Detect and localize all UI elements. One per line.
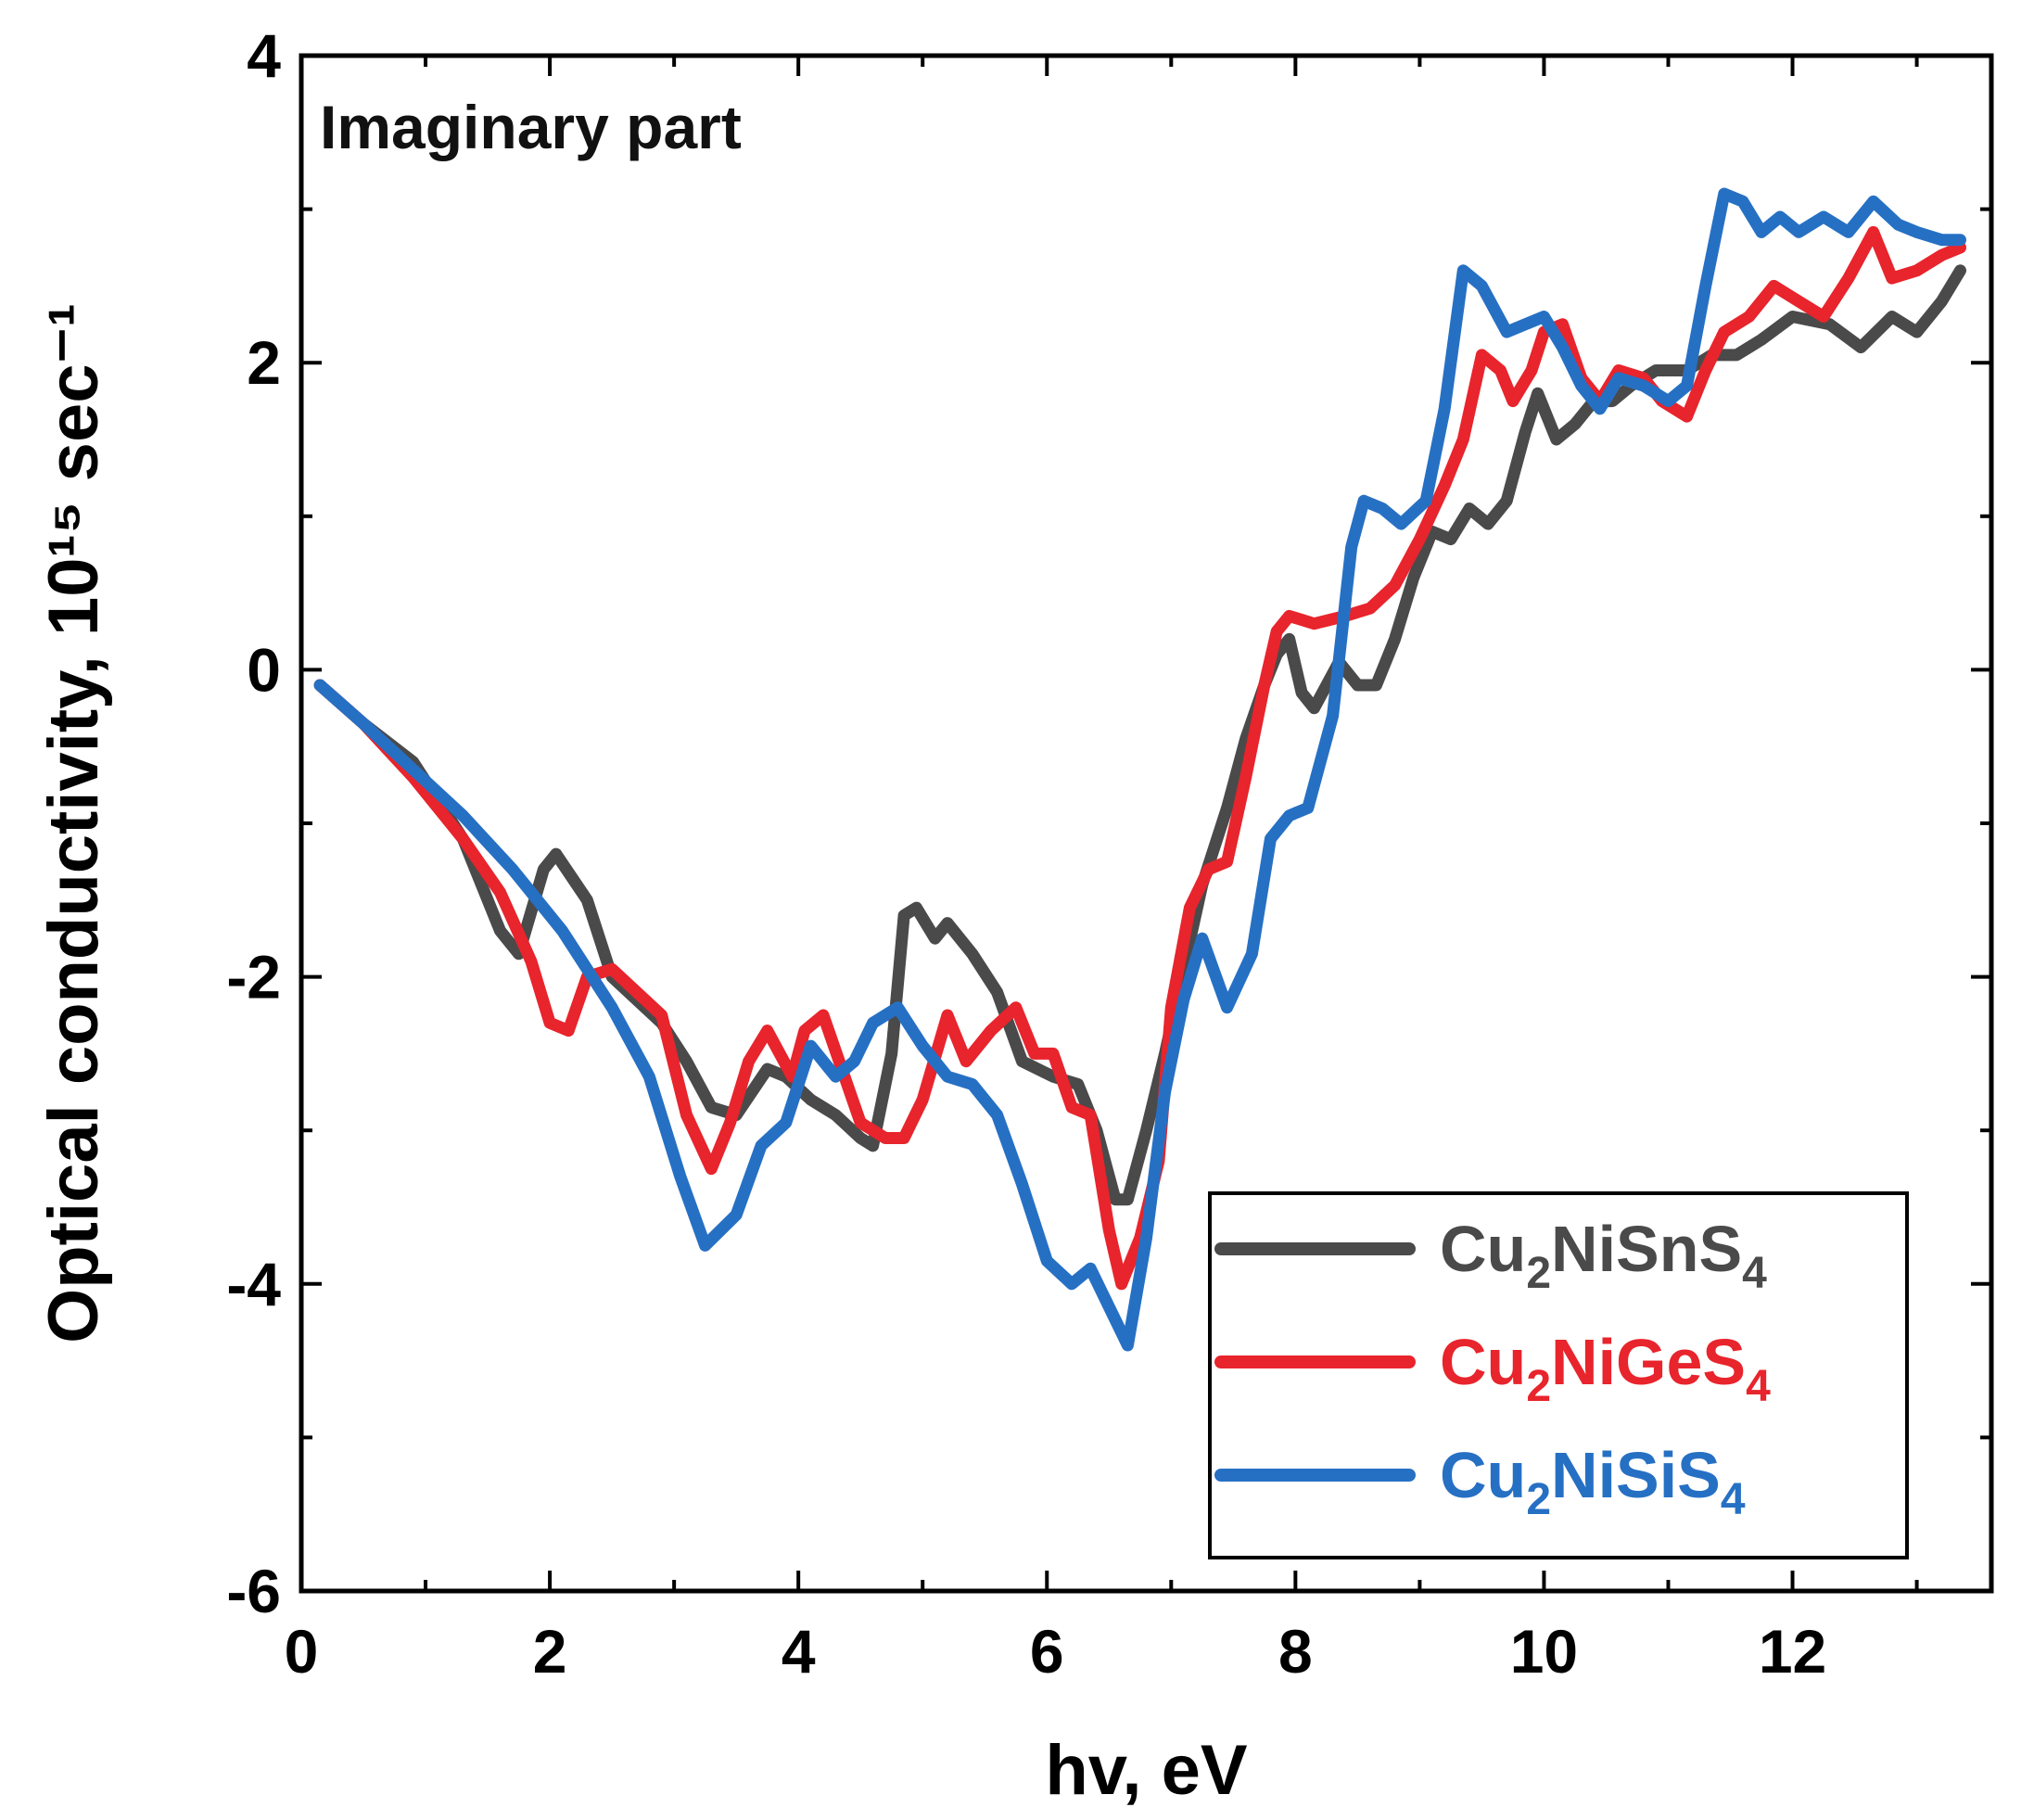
y-tick-label: 2 <box>247 328 281 397</box>
legend-label-2: Cu2NiGeS4 <box>1440 1326 1771 1411</box>
x-tick-label: 10 <box>1510 1617 1578 1686</box>
series-layer <box>313 187 1966 1352</box>
legend: Cu2NiSnS4 Cu2NiGeS4 Cu2NiSiS4 <box>1208 1191 1909 1559</box>
ticks-layer <box>299 54 1991 1593</box>
x-tick-label: 2 <box>533 1617 567 1686</box>
x-axis-title: hv, eV <box>1045 1731 1248 1810</box>
x-tick-label: 8 <box>1278 1617 1313 1686</box>
x-tick-label: 0 <box>285 1617 319 1686</box>
legend-label-1: Cu2NiSnS4 <box>1440 1213 1767 1298</box>
x-tick-label: 12 <box>1759 1617 1826 1686</box>
y-tick-label: 4 <box>247 21 281 90</box>
x-tick-label: 6 <box>1030 1617 1064 1686</box>
x-tick-label: 4 <box>782 1617 816 1686</box>
tick-labels: 0 2 4 6 8 10 12 -6 -4 -2 0 2 4 <box>226 21 1826 1686</box>
imaginary-part-annotation: Imaginary part <box>320 93 742 161</box>
y-tick-label: -6 <box>226 1557 281 1625</box>
legend-label-3: Cu2NiSiS4 <box>1440 1439 1746 1524</box>
y-tick-label: -4 <box>226 1250 281 1318</box>
series-line-3 <box>313 187 1966 1352</box>
series-line-2 <box>313 225 1966 1291</box>
y-tick-label: -2 <box>226 943 281 1012</box>
y-axis-title: Optical conductivity, 10¹⁵ sec⁻¹ <box>34 303 113 1343</box>
y-tick-label: 0 <box>247 635 281 704</box>
